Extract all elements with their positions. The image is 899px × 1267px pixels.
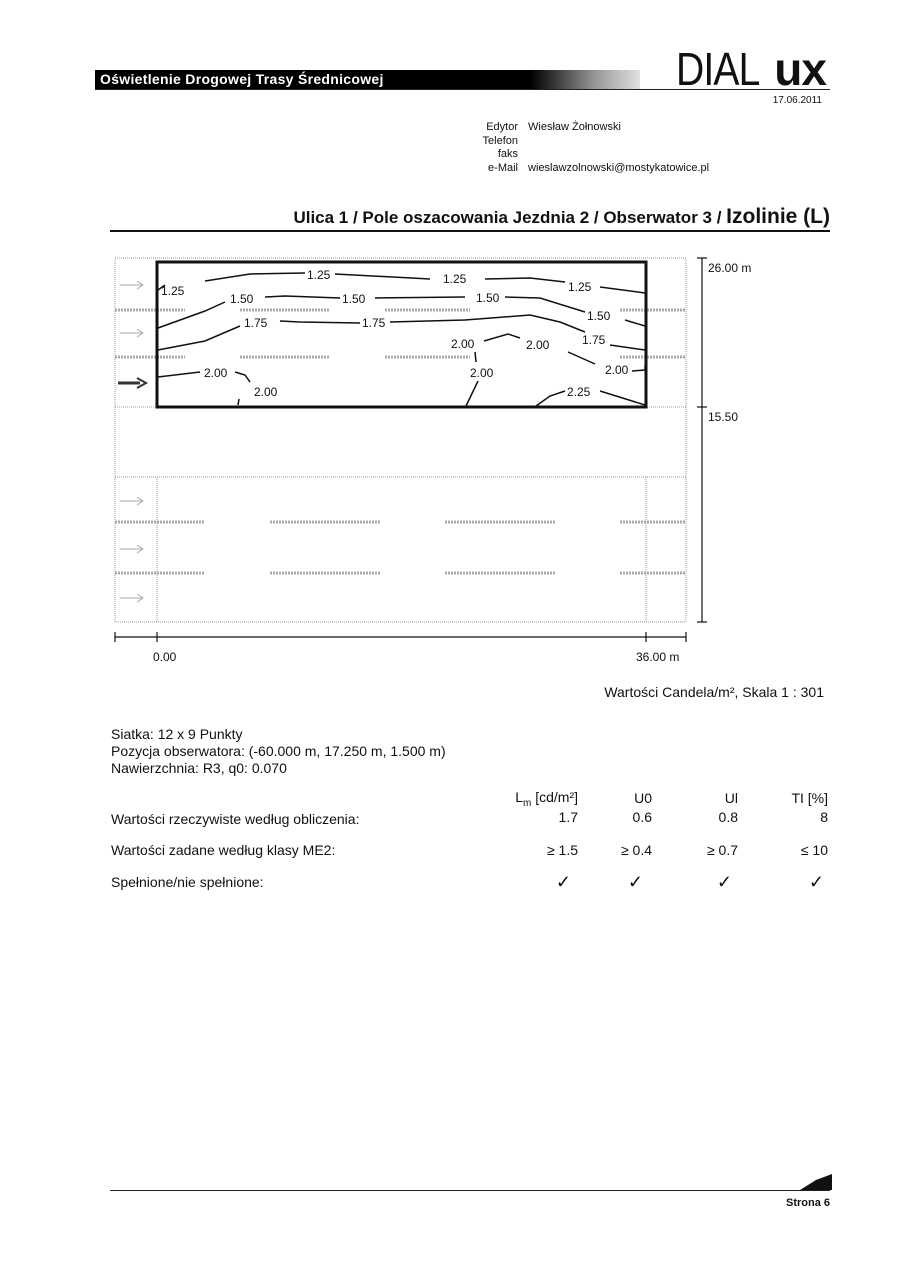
cell: ≥ 0.7 bbox=[706, 842, 738, 858]
cell: ≥ 0.4 bbox=[620, 842, 652, 858]
road-outline bbox=[114, 257, 687, 623]
isoline-drawing: 1.25 1.25 1.25 1.25 1.50 1.50 1.50 1.50 … bbox=[114, 257, 751, 664]
cell: ≥ 1.5 bbox=[546, 842, 578, 858]
dialux-logo: DIAL ux bbox=[676, 43, 827, 95]
dim-label-end: 36.00 m bbox=[636, 650, 679, 664]
col-header-u0: U0 bbox=[634, 790, 652, 806]
svg-text:1.75: 1.75 bbox=[362, 316, 386, 330]
svg-text:2.00: 2.00 bbox=[526, 338, 550, 352]
isoline-labels: 1.25 1.25 1.25 1.25 1.50 1.50 1.50 1.50 … bbox=[161, 268, 629, 399]
dim-label-top: 26.00 m bbox=[708, 261, 751, 275]
section-title: Ulica 1 / Pole oszacowania Jezdnia 2 / O… bbox=[293, 205, 830, 228]
label-phone: Telefon bbox=[482, 134, 518, 147]
row-label-required: Wartości zadane według klasy ME2: bbox=[111, 842, 336, 858]
dimension-vertical bbox=[697, 257, 707, 623]
isoline-1-25 bbox=[157, 272, 646, 294]
observer-position: Pozycja obserwatora: (-60.000 m, 17.250 … bbox=[111, 743, 446, 759]
svg-text:2.00: 2.00 bbox=[605, 363, 629, 377]
footer-rule bbox=[110, 1190, 830, 1191]
cell: 0.8 bbox=[718, 809, 738, 825]
check-icon: ✓ bbox=[555, 872, 571, 892]
grid-info: Siatka: 12 x 9 Punkty bbox=[111, 726, 243, 742]
svg-text:1.50: 1.50 bbox=[476, 291, 500, 305]
svg-text:1.75: 1.75 bbox=[582, 333, 606, 347]
header-rule bbox=[95, 89, 830, 90]
svg-text:1.50: 1.50 bbox=[230, 292, 254, 306]
isoline-1-75 bbox=[157, 314, 646, 351]
check-icon: ✓ bbox=[808, 872, 824, 892]
isoline-2-00-right bbox=[474, 333, 646, 372]
dim-label-mid: 15.50 bbox=[708, 410, 738, 424]
value-editor: Wiesław Żołnowski bbox=[528, 121, 621, 133]
report-date: 17.06.2011 bbox=[772, 95, 822, 106]
isoline-1-50 bbox=[157, 295, 646, 329]
label-fax: faks bbox=[497, 148, 518, 160]
svg-text:2.00: 2.00 bbox=[470, 366, 494, 380]
col-header-ti: TI [%] bbox=[791, 790, 828, 806]
svg-text:1.25: 1.25 bbox=[568, 280, 592, 294]
svg-text:1.50: 1.50 bbox=[587, 309, 611, 323]
isoline-2-00-bottom bbox=[237, 380, 479, 407]
value-email: wieslawzolnowski@mostykatowice.pl bbox=[528, 161, 710, 174]
lane-arrow-icon bbox=[120, 544, 144, 554]
page-number: Strona 6 bbox=[785, 1197, 830, 1209]
project-title: Oświetlenie Drogowej Trasy Średnicowej bbox=[100, 71, 384, 87]
svg-text:1.25: 1.25 bbox=[307, 268, 331, 282]
cell: 8 bbox=[820, 809, 828, 825]
col-header-lm: Lm [cd/m²] bbox=[515, 789, 578, 809]
svg-text:2.00: 2.00 bbox=[451, 337, 475, 351]
dimension-horizontal bbox=[114, 632, 687, 642]
lane-arrows bbox=[118, 280, 149, 603]
observer-lane-arrow-icon bbox=[136, 377, 149, 389]
svg-text:2.25: 2.25 bbox=[567, 385, 591, 399]
isoline-2-00-left bbox=[157, 371, 251, 383]
svg-text:2.00: 2.00 bbox=[204, 366, 228, 380]
evaluation-field bbox=[155, 260, 648, 409]
lane-markings bbox=[115, 308, 686, 575]
row-label-actual: Wartości rzeczywiste według obliczenia: bbox=[111, 811, 360, 827]
lane-arrow-icon bbox=[120, 328, 144, 338]
surface-info: Nawierzchnia: R3, q0: 0.070 bbox=[111, 760, 287, 776]
svg-text:1.25: 1.25 bbox=[443, 272, 467, 286]
lane-arrow-icon bbox=[120, 280, 144, 290]
cell: 0.6 bbox=[632, 809, 652, 825]
isoline-2-25 bbox=[535, 390, 646, 407]
dim-label-start: 0.00 bbox=[153, 650, 177, 664]
col-header-ul: Ul bbox=[724, 790, 738, 806]
isolines bbox=[157, 272, 646, 407]
svg-text:1.25: 1.25 bbox=[161, 284, 185, 298]
svg-text:1.75: 1.75 bbox=[244, 316, 268, 330]
lane-arrow-icon bbox=[120, 496, 144, 506]
row-label-fulfilled: Spełnione/nie spełnione: bbox=[111, 874, 264, 890]
contact-labels: Edytor Telefon faks e-Mail bbox=[483, 121, 518, 175]
label-editor: Edytor bbox=[486, 121, 518, 133]
page-corner-icon bbox=[800, 1174, 832, 1190]
check-icon: ✓ bbox=[716, 872, 732, 892]
title-rule bbox=[110, 230, 830, 232]
cell: ≤ 10 bbox=[800, 842, 828, 858]
svg-text:1.50: 1.50 bbox=[342, 292, 366, 306]
scale-note: Wartości Candela/m², Skala 1 : 301 bbox=[604, 684, 824, 700]
label-email: e-Mail bbox=[488, 161, 518, 174]
contact-values: Wiesław Żołnowski wieslawzolnowski@mosty… bbox=[528, 121, 709, 175]
lane-arrow-icon bbox=[120, 593, 144, 603]
header-bar bbox=[95, 70, 640, 89]
svg-text:2.00: 2.00 bbox=[254, 385, 278, 399]
check-icon: ✓ bbox=[627, 872, 643, 892]
cell: 1.7 bbox=[558, 809, 578, 825]
